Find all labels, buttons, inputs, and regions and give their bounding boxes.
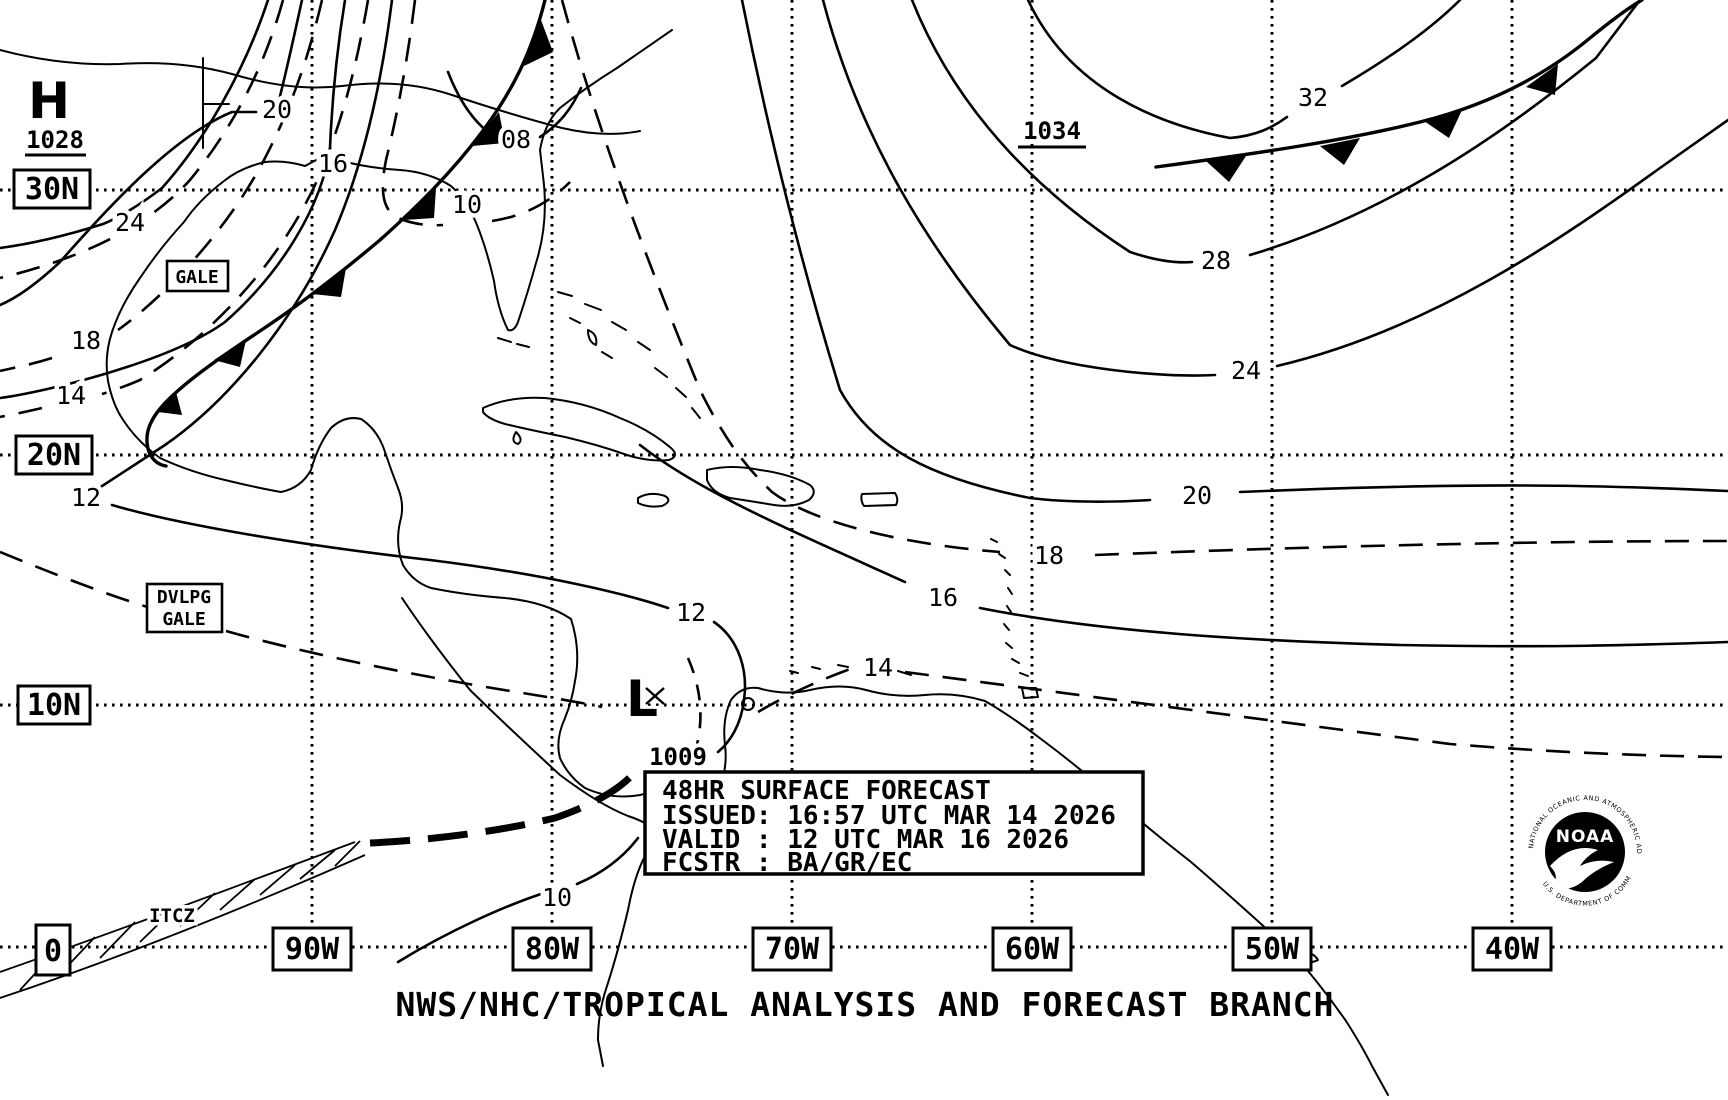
latitude-labels: 30N 20N 10N 0 <box>12 168 94 977</box>
isobar-label: 12 <box>676 598 706 627</box>
isobar-label: 24 <box>1231 356 1261 385</box>
low-symbol: L <box>626 670 658 728</box>
low-position-x-marker <box>645 687 665 705</box>
isobar-label: 20 <box>262 95 292 124</box>
forecast-fcstr: FCSTR : BA/GR/EC <box>662 848 912 878</box>
forecast-valid: VALID : 12 UTC MAR 16 2026 <box>662 825 1069 855</box>
chart-title: NWS/NHC/TROPICAL ANALYSIS AND FORECAST B… <box>395 985 1334 1024</box>
lon-label-70w: 70W <box>765 932 820 967</box>
noaa-wordmark: NOAA <box>1556 827 1615 847</box>
cold-front-atlantic <box>1154 0 1644 182</box>
lat-label-10n: 10N <box>27 688 81 723</box>
high2-value: 1034 <box>1023 117 1081 145</box>
isobar-label: 32 <box>1298 83 1328 112</box>
noaa-seabird-icon <box>1550 848 1614 889</box>
isobar-labels: 20 16 08 10 24 18 14 12 32 28 24 20 18 1… <box>51 79 1332 917</box>
dvlpg-gale-warning: DVLPG GALE <box>145 582 224 634</box>
isobar-label: 10 <box>542 883 572 912</box>
isobar-label: 28 <box>1201 246 1231 275</box>
isobar-label: 18 <box>71 326 101 355</box>
itcz-label: ITCZ <box>149 905 195 927</box>
lon-label-50w: 50W <box>1245 932 1300 967</box>
longitude-labels: 90W 80W 70W 60W 50W 40W <box>271 926 1553 972</box>
forecast-info-box: 48HR SURFACE FORECAST ISSUED: 16:57 UTC … <box>643 770 1145 878</box>
lon-label-40w: 40W <box>1485 932 1540 967</box>
isobar-label: 16 <box>928 583 958 612</box>
isobars-dashed <box>0 0 1728 759</box>
high-symbol: H <box>28 72 70 130</box>
lon-label-90w: 90W <box>285 932 340 967</box>
isobar-label: 12 <box>71 483 101 512</box>
isobar-label: 14 <box>863 653 893 682</box>
isobar-label: 18 <box>1034 541 1064 570</box>
high-value: 1028 <box>26 126 84 154</box>
dvlpg-label-line2: GALE <box>162 609 205 630</box>
forecast-title: 48HR SURFACE FORECAST <box>662 776 991 806</box>
gale-label: GALE <box>175 267 218 288</box>
isobar-label: 14 <box>56 381 86 410</box>
pressure-centers: H 1028 1034 L 1009 <box>22 69 1086 775</box>
lon-label-60w: 60W <box>1005 932 1060 967</box>
isobar-label: 08 <box>501 125 531 154</box>
isobar-label: 20 <box>1182 481 1212 510</box>
gale-warning: GALE <box>165 259 230 293</box>
lat-label-20n: 20N <box>27 438 81 473</box>
isobar-label: 16 <box>318 149 348 178</box>
lat-label-0: 0 <box>44 934 62 969</box>
monsoon-trough <box>369 770 637 847</box>
forecast-issued: ISSUED: 16:57 UTC MAR 14 2026 <box>662 801 1116 831</box>
cold-front-gulf <box>145 0 553 468</box>
lat-label-30n: 30N <box>25 172 79 207</box>
isobar-label: 24 <box>115 208 145 237</box>
lon-label-80w: 80W <box>525 932 580 967</box>
low-value: 1009 <box>649 743 707 771</box>
isobar-label: 10 <box>452 190 482 219</box>
dvlpg-label-line1: DVLPG <box>157 587 211 608</box>
